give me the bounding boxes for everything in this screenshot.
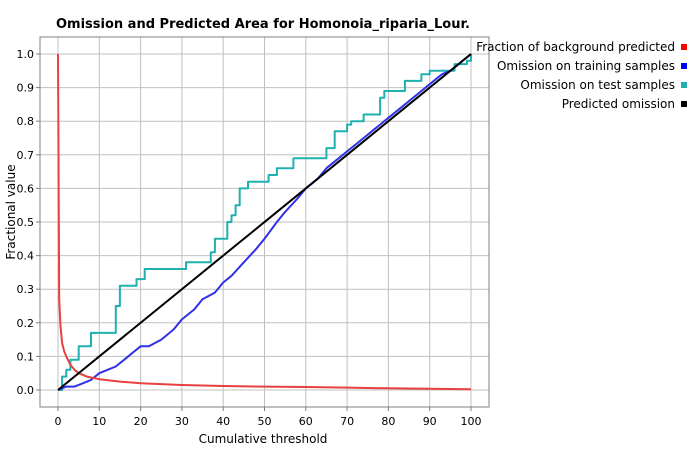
legend: Fraction of background predicted Omission… [476, 40, 687, 111]
x-tick-label: 0 [55, 415, 62, 428]
y-tick-label: 0.1 [17, 350, 35, 363]
x-tick-label: 70 [340, 415, 354, 428]
y-tick-label: 0.6 [17, 182, 35, 195]
y-tick-label: 0.7 [17, 149, 35, 162]
legend-swatch-fraction-of-background-predicted [681, 44, 687, 50]
x-tick-label: 100 [461, 415, 482, 428]
legend-label-predicted-omission: Predicted omission [562, 97, 675, 111]
y-axis-label: Fractional value [4, 164, 18, 259]
x-tick-label: 40 [216, 415, 230, 428]
y-tick-label: 0.9 [17, 82, 35, 95]
y-tick-label: 0.0 [17, 384, 35, 397]
x-tick-label: 50 [258, 415, 272, 428]
x-tick-label: 30 [175, 415, 189, 428]
omission-on-training-samples-line [57, 53, 472, 391]
axis-ticks: 0 10 20 30 40 50 60 70 80 90 100 0.0 0.1 0.2 0.3 0.4 0.5… [17, 48, 482, 428]
legend-label-omission-on-training-samples: Omission on training samples [497, 59, 675, 73]
y-tick-label: 0.3 [17, 283, 35, 296]
legend-swatch-predicted-omission [681, 101, 687, 107]
fraction-of-background-predicted-line [57, 53, 472, 391]
y-tick-label: 0.4 [17, 250, 35, 263]
y-tick-label: 0.5 [17, 216, 35, 229]
legend-swatch-omission-on-test-samples [681, 82, 687, 88]
grid-lines [40, 37, 489, 407]
omission-on-test-samples-line [58, 54, 472, 391]
x-tick-label: 90 [423, 415, 437, 428]
series-lines [57, 53, 472, 391]
legend-label-fraction-of-background-predicted: Fraction of background predicted [476, 40, 675, 54]
legend-label-omission-on-test-samples: Omission on test samples [520, 78, 675, 92]
x-tick-label: 20 [134, 415, 148, 428]
y-tick-label: 0.8 [17, 115, 35, 128]
chart-title: Omission and Predicted Area for Homonoia… [56, 17, 470, 32]
x-tick-label: 10 [92, 415, 106, 428]
predicted-omission-line [57, 53, 472, 391]
x-tick-label: 60 [299, 415, 313, 428]
y-tick-label: 1.0 [17, 48, 35, 61]
legend-swatch-omission-on-training-samples [681, 63, 687, 69]
x-tick-label: 80 [381, 415, 395, 428]
y-tick-label: 0.2 [17, 317, 35, 330]
x-axis-label: Cumulative threshold [199, 432, 328, 446]
